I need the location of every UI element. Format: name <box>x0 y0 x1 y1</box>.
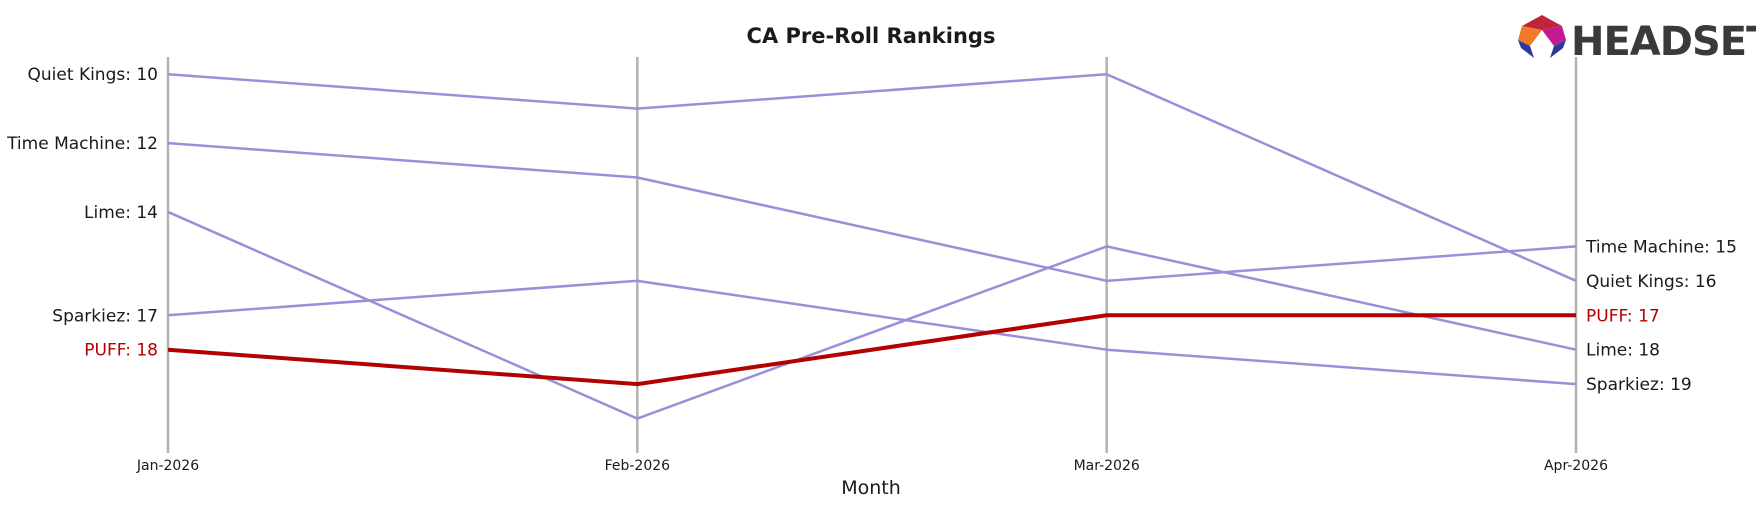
end-label-sparkiez: Sparkiez: 19 <box>1586 375 1692 395</box>
x-axis-title: Month <box>841 477 901 499</box>
end-label-puff: PUFF: 17 <box>1586 306 1660 326</box>
x-tick-labels: Jan-2026 Feb-2026 Mar-2026 Apr-2026 <box>136 458 1608 474</box>
start-labels: Quiet Kings: 10 Time Machine: 12 Lime: 14 S… <box>6 65 158 360</box>
end-label-time-machine: Time Machine: 15 <box>1585 237 1737 257</box>
start-label-puff: PUFF: 18 <box>84 341 158 361</box>
x-tick-apr-2026: Apr-2026 <box>1544 458 1608 474</box>
x-tick-feb-2026: Feb-2026 <box>605 458 671 474</box>
logo-wordmark: HEADSET <box>1571 19 1756 65</box>
series-lines <box>167 72 1577 420</box>
start-label-lime: Lime: 14 <box>84 203 158 223</box>
start-label-sparkiez: Sparkiez: 17 <box>52 306 158 326</box>
headset-logo: HEADSET <box>1518 15 1756 65</box>
end-labels: Time Machine: 15 Quiet Kings: 16 PUFF: 17 L… <box>1585 237 1737 395</box>
series-line-lime <box>167 210 1577 420</box>
series-line-time-machine <box>167 141 1577 283</box>
headset-hexagon-logo-icon <box>1518 15 1566 58</box>
x-tick-jan-2026: Jan-2026 <box>136 458 199 474</box>
start-label-time-machine: Time Machine: 12 <box>6 134 158 154</box>
series-line-sparkiez <box>167 279 1577 386</box>
end-label-lime: Lime: 18 <box>1586 341 1660 361</box>
start-label-quiet-kings: Quiet Kings: 10 <box>28 65 158 85</box>
month-gridlines <box>166 57 1578 453</box>
end-label-quiet-kings: Quiet Kings: 16 <box>1586 272 1716 292</box>
chart-title: CA Pre-Roll Rankings <box>747 24 996 48</box>
series-line-quiet-kings <box>167 72 1577 282</box>
series-line-puff <box>167 313 1576 387</box>
x-tick-mar-2026: Mar-2026 <box>1074 458 1140 474</box>
